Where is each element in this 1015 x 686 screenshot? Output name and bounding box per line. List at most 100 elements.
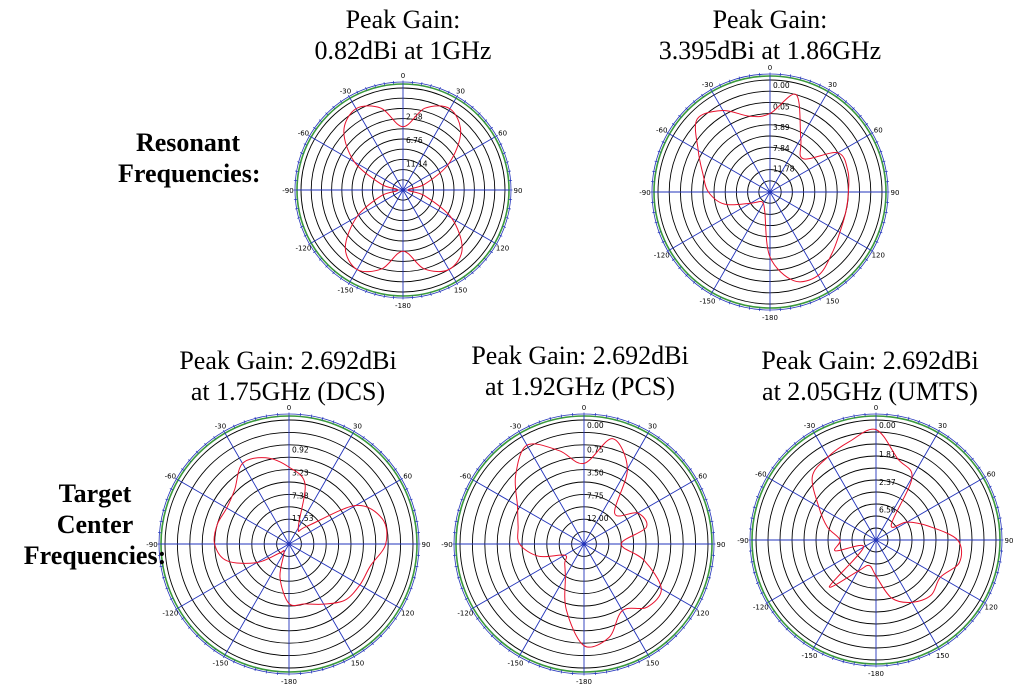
resonant-row-label: Resonant Frequencies: — [118, 127, 258, 189]
angle-tick-label: -150 — [700, 297, 716, 305]
angle-tick-label: 60 — [498, 130, 507, 138]
angle-tick-label: -90 — [639, 189, 650, 197]
angle-tick-label: -150 — [213, 660, 229, 668]
angle-tick-label: 150 — [351, 660, 364, 668]
angle-tick-label: -30 — [215, 422, 226, 430]
radial-value-label: 7.38 — [292, 491, 309, 500]
radial-value-label: 6.56 — [879, 505, 896, 514]
spoke-line — [770, 192, 870, 250]
angle-tick-label: -60 — [755, 471, 766, 479]
radial-top-label: 0.00 — [879, 421, 896, 430]
chart-5-title-line-1: Peak Gain: 2.692dBi — [725, 345, 1015, 376]
angle-tick-label: 120 — [872, 252, 885, 260]
angle-tick-label: 90 — [422, 541, 431, 549]
angle-tick-label: 0 — [768, 64, 772, 72]
radial-value-label: 3.89 — [773, 123, 790, 132]
angle-tick-label: 30 — [456, 87, 465, 95]
angle-tick-label: -60 — [460, 473, 471, 481]
radial-value-label: 3.50 — [587, 469, 604, 478]
target-label-line-3: Frequencies: — [0, 540, 190, 571]
polar-grid — [158, 413, 421, 676]
gain-pattern-trace — [214, 458, 387, 606]
polar-grid — [749, 413, 1004, 668]
angle-tick-label: 150 — [646, 660, 659, 668]
angle-tick-label: -60 — [298, 130, 309, 138]
chart-3-title-line-1: Peak Gain: 2.692dBi — [128, 345, 448, 376]
angle-tick-label: 90 — [1005, 537, 1014, 545]
angle-tick-label: 120 — [696, 610, 709, 618]
chart-2-title-line-1: Peak Gain: — [620, 4, 920, 35]
angle-tick-label: -30 — [510, 422, 521, 430]
radial-value-label: 11.78 — [773, 164, 795, 173]
chart-4-title-line-1: Peak Gain: 2.692dBi — [420, 340, 740, 371]
angle-tick-label: -120 — [654, 252, 670, 260]
spoke-line — [350, 190, 403, 282]
angle-tick-label: 0 — [287, 404, 291, 412]
angle-tick-label: 90 — [891, 189, 900, 197]
chart-5-title: Peak Gain: 2.692dBi at 2.05GHz (UMTS) — [725, 345, 1015, 407]
radial-value-label: 6.76 — [406, 136, 423, 145]
angle-tick-label: 60 — [874, 127, 883, 135]
angle-tick-label: 120 — [984, 604, 997, 612]
radial-value-label: 11.53 — [292, 514, 314, 523]
angle-tick-label: -120 — [753, 604, 769, 612]
angle-tick-label: 0 — [874, 404, 878, 412]
spoke-line — [403, 190, 495, 243]
angle-tick-label: -180 — [576, 678, 592, 686]
radial-value-label: 12.00 — [587, 514, 609, 523]
angle-tick-label: 90 — [717, 541, 726, 549]
angle-tick-label: 120 — [496, 245, 509, 253]
radial-value-label: 7.84 — [773, 144, 790, 153]
angle-tick-label: 60 — [403, 473, 412, 481]
chart-2-title: Peak Gain: 3.395dBi at 1.86GHz — [620, 4, 920, 66]
polar-grid — [453, 413, 716, 676]
spoke-line — [403, 190, 456, 282]
angle-tick-label: 30 — [353, 422, 362, 430]
angle-tick-label: 150 — [936, 652, 949, 660]
polar-plot-4-pcs: 0306090120150-180-150-120-90-60-300.753.… — [442, 402, 726, 686]
spoke-line — [770, 134, 870, 192]
radial-value-label: 11.14 — [406, 160, 428, 169]
target-label-line-1: Target — [0, 478, 190, 509]
spoke-line — [311, 137, 403, 190]
angle-tick-label: 90 — [514, 187, 523, 195]
angle-tick-label: 0 — [582, 404, 586, 412]
angle-tick-label: -150 — [338, 287, 354, 295]
radial-value-label: 7.75 — [587, 491, 604, 500]
angle-tick-label: -180 — [395, 302, 411, 310]
angle-tick-label: -30 — [804, 422, 815, 430]
chart-3-title: Peak Gain: 2.692dBi at 1.75GHz (DCS) — [128, 345, 448, 407]
angle-tick-label: -120 — [162, 610, 178, 618]
angle-tick-label: -30 — [702, 81, 713, 89]
angle-tick-label: -180 — [762, 314, 778, 322]
chart-1-title: Peak Gain: 0.82dBi at 1GHz — [253, 4, 553, 66]
angle-tick-label: 30 — [938, 422, 947, 430]
resonant-label-line-1: Resonant — [118, 127, 258, 158]
radial-top-label: 0.00 — [773, 81, 790, 90]
angle-tick-label: -90 — [737, 537, 748, 545]
angle-tick-label: -150 — [802, 652, 818, 660]
polar-plot-5-umts: 0306090120150-180-150-120-90-60-301.812.… — [738, 402, 1014, 678]
angle-tick-label: 30 — [648, 422, 657, 430]
angle-tick-label: 0 — [401, 72, 405, 80]
radial-value-label: 2.37 — [879, 478, 896, 487]
target-row-label: Target Center Frequencies: — [0, 478, 190, 571]
angle-tick-label: -120 — [295, 245, 311, 253]
radial-top-label: 0.00 — [587, 421, 604, 430]
polar-grid — [651, 73, 890, 312]
spoke-line — [712, 92, 770, 192]
angle-tick-label: -90 — [441, 541, 452, 549]
angle-tick-label: -30 — [340, 87, 351, 95]
radial-value-label: 0.92 — [292, 446, 309, 455]
spoke-line — [350, 98, 403, 190]
angle-tick-label: 60 — [698, 473, 707, 481]
chart-1-title-line-1: Peak Gain: — [253, 4, 553, 35]
chart-1-title-line-2: 0.82dBi at 1GHz — [253, 35, 553, 66]
polar-plot-2-resonant-1-86ghz: 0306090120150-180-150-120-90-60-300.053.… — [640, 62, 900, 322]
target-label-line-2: Center — [0, 509, 190, 540]
angle-tick-label: -90 — [282, 187, 293, 195]
angle-tick-label: 150 — [454, 287, 467, 295]
angle-tick-label: 150 — [826, 297, 839, 305]
angle-tick-label: -180 — [281, 678, 297, 686]
spoke-line — [670, 134, 770, 192]
